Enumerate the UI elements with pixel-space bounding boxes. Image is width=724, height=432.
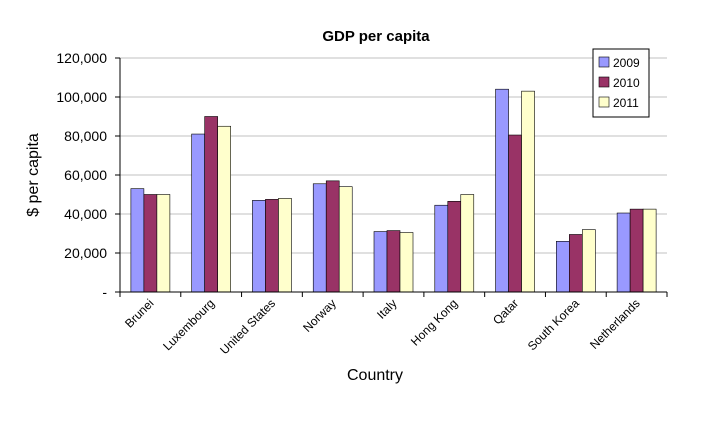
bar-qatar-2010 — [508, 134, 522, 293]
bar-luxembourg-2011 — [217, 125, 231, 293]
x-axis-category-labels: Brunei Luxembourg United States Norway Italy… — [122, 296, 643, 357]
bar-luxembourg-2010 — [204, 116, 218, 293]
legend-swatch-2011 — [598, 96, 610, 108]
bar-brunei-2009 — [130, 188, 145, 293]
x-category-label: Hong Kong — [408, 296, 460, 348]
bar-brunei-2011 — [156, 194, 171, 293]
x-category-label: Luxembourg — [160, 296, 217, 353]
bar-netherlands-2011 — [642, 208, 657, 293]
bar-brunei-2010 — [143, 194, 158, 293]
bar-netherlands-2010 — [629, 208, 644, 293]
bar-norway-2009 — [312, 183, 327, 293]
axes — [119, 58, 668, 297]
y-tick-label: 80,000 — [64, 128, 107, 144]
bar-south-korea-2010 — [569, 234, 583, 293]
y-axis-title: $ per capita — [25, 133, 42, 217]
bar-south-korea-2011 — [582, 229, 596, 293]
x-axis-title: Country — [347, 367, 403, 384]
y-tick-label: 40,000 — [64, 206, 107, 222]
bar-hong-kong-2011 — [460, 194, 475, 293]
bar-hong-kong-2010 — [447, 201, 462, 293]
x-category-label: South Korea — [525, 296, 582, 353]
bar-qatar-2011 — [521, 90, 535, 293]
y-tick-label: - — [102, 284, 107, 300]
legend-swatch-2010 — [598, 76, 610, 88]
x-category-label: United States — [217, 296, 278, 357]
chart-title: GDP per capita — [322, 28, 430, 45]
bar-norway-2010 — [325, 180, 340, 293]
y-tick-label: 120,000 — [56, 50, 107, 66]
bar-italy-2009 — [373, 231, 388, 293]
bar-netherlands-2009 — [616, 212, 631, 293]
bar-italy-2010 — [386, 230, 401, 293]
legend-label-2011: 2011 — [613, 96, 639, 110]
x-category-label: Italy — [374, 296, 399, 321]
bar-norway-2011 — [338, 186, 353, 293]
bar-united-states-2009 — [252, 200, 266, 293]
bar-south-korea-2009 — [556, 241, 570, 293]
x-category-label: Netherlands — [587, 296, 643, 352]
y-tick-label: 60,000 — [64, 167, 107, 183]
bar-italy-2011 — [399, 232, 414, 293]
x-category-label: Qatar — [490, 296, 521, 327]
x-category-label: Norway — [300, 296, 339, 335]
x-category-label: Brunei — [122, 296, 156, 330]
bars — [130, 88, 657, 293]
y-axis-ticks: - 20,000 40,000 60,000 80,000 100,000 120,000 — [56, 50, 120, 300]
legend-label-2009: 2009 — [613, 56, 640, 70]
bar-qatar-2009 — [495, 88, 509, 293]
bar-united-states-2011 — [278, 198, 292, 293]
legend-label-2010: 2010 — [613, 76, 640, 90]
bar-luxembourg-2009 — [191, 133, 205, 293]
bar-united-states-2010 — [265, 199, 279, 293]
legend-swatch-2009 — [598, 56, 610, 68]
y-tick-label: 20,000 — [64, 245, 107, 261]
bar-hong-kong-2009 — [434, 204, 449, 293]
legend: 2009 2010 2011 — [592, 48, 650, 118]
y-tick-label: 100,000 — [56, 89, 107, 105]
